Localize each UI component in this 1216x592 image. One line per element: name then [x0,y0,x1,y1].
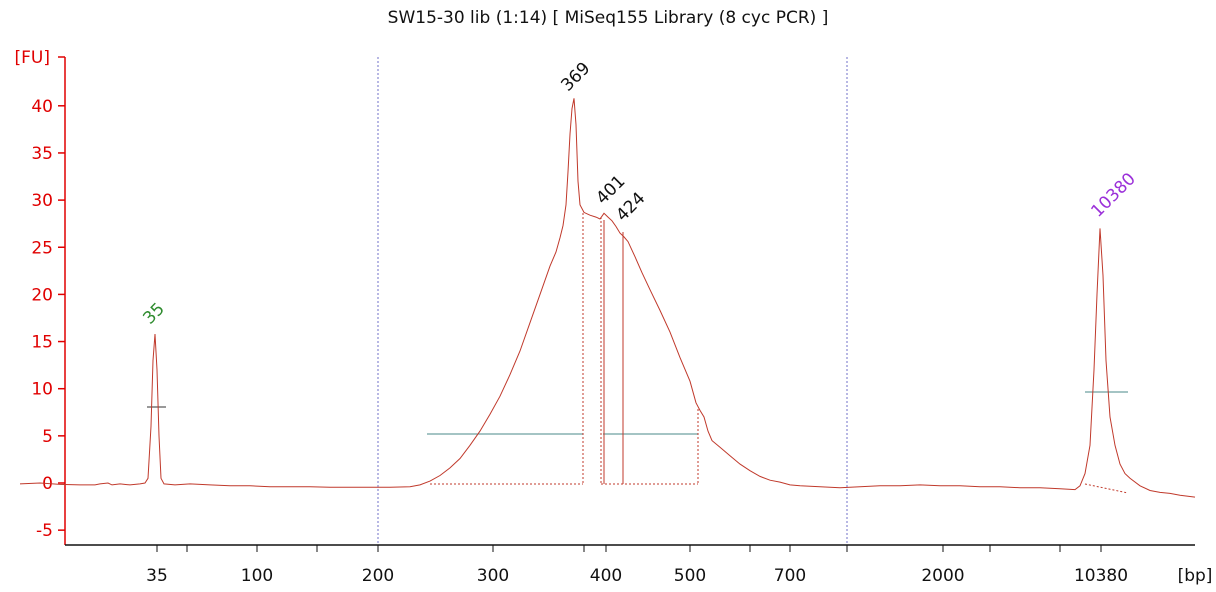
x-tick-label: 2000 [921,566,964,586]
x-tick-label: 300 [477,566,509,586]
x-tick-label: 100 [241,566,273,586]
region-baseline [1084,483,1129,494]
series-line [19,98,1196,498]
x-tick-label: 10380 [1074,566,1128,586]
y-tick-label: 20 [31,285,53,305]
x-tick-label: 35 [146,566,168,586]
y-axis-label: [FU] [15,48,51,68]
x-tick-label: 400 [590,566,622,586]
y-tick-label: 15 [31,333,53,353]
y-tick-label: 30 [31,191,53,211]
integration-regions [147,213,1129,494]
y-tick-label: 40 [31,97,53,117]
y-tick-label: 5 [42,427,53,447]
x-tick-label: 700 [774,566,806,586]
chart-title: SW15-30 lib (1:14) [ MiSeq155 Library (8… [387,8,829,28]
x-tick-label: 500 [674,566,706,586]
peak-label-369: 369 [557,58,594,95]
x-ticks: 35 100 200 300 400 500 700 2000 10380 [146,545,1128,586]
y-tick-label: -5 [36,521,53,541]
x-axis-label: [bp] [1178,566,1213,586]
y-tick-label: 10 [31,380,53,400]
y-tick-label: 25 [31,238,53,258]
x-tick-label: 200 [362,566,394,586]
y-tick-label: 35 [31,144,53,164]
peak-label-35: 35 [139,299,168,328]
peak-label-10380: 10380 [1087,169,1139,221]
